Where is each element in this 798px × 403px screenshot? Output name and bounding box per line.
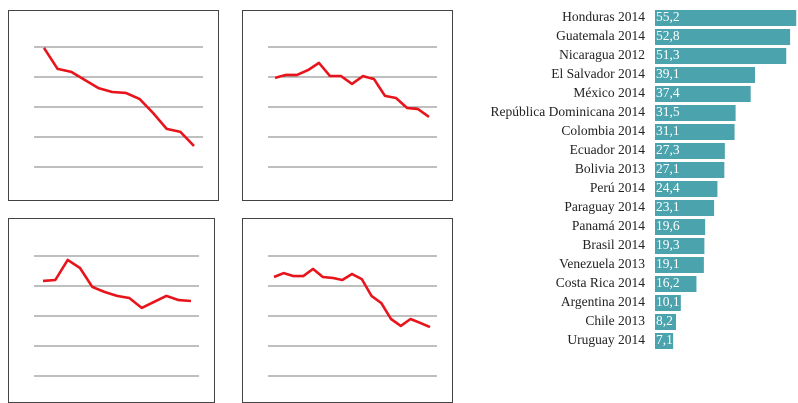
bar <box>655 181 718 197</box>
value-label: 24,4 <box>656 180 680 195</box>
value-label: 27,3 <box>656 142 680 157</box>
value-label: 55,2 <box>656 9 680 24</box>
category-label: Bolivia 2013 <box>575 161 645 176</box>
value-label: 7,1 <box>656 332 673 347</box>
category-label: Colombia 2014 <box>561 123 645 138</box>
bar <box>655 276 697 292</box>
category-label: Guatemala 2014 <box>556 28 645 43</box>
category-label: Panamá 2014 <box>572 218 645 233</box>
value-label: 19,3 <box>656 237 680 252</box>
panel-frame <box>8 218 215 403</box>
category-label: Argentina 2014 <box>561 294 645 309</box>
category-label: México 2014 <box>573 85 645 100</box>
bar <box>655 333 674 349</box>
category-label: Uruguay 2014 <box>567 332 645 347</box>
bar <box>655 143 725 159</box>
panel-frame <box>242 10 453 201</box>
value-label: 19,6 <box>656 218 680 233</box>
category-label: Brasil 2014 <box>582 237 645 252</box>
category-label: Costa Rica 2014 <box>556 275 645 290</box>
bar <box>655 86 751 102</box>
value-label: 27,1 <box>656 161 680 176</box>
category-label: Nicaragua 2012 <box>559 47 645 62</box>
bar <box>655 200 715 216</box>
category-label: Paraguay 2014 <box>564 199 645 214</box>
category-label: Chile 2013 <box>585 313 645 328</box>
category-label: El Salvador 2014 <box>551 66 645 81</box>
bar <box>655 105 736 121</box>
category-label: Honduras 2014 <box>562 9 645 24</box>
value-label: 10,1 <box>656 294 680 309</box>
bar <box>655 67 756 83</box>
value-label: 39,1 <box>656 66 680 81</box>
category-label: República Dominicana 2014 <box>491 104 646 119</box>
value-label: 31,5 <box>656 104 680 119</box>
panel-frame <box>242 218 453 403</box>
value-label: 19,1 <box>656 256 680 271</box>
panel-frame <box>8 10 219 201</box>
data-line <box>273 267 431 329</box>
bar <box>655 48 787 64</box>
value-label: 23,1 <box>656 199 680 214</box>
bar <box>655 124 735 140</box>
bar <box>655 314 676 330</box>
category-label: Perú 2014 <box>590 180 645 195</box>
value-label: 16,2 <box>656 275 680 290</box>
bar <box>655 162 725 178</box>
data-line <box>42 47 195 147</box>
category-label: Venezuela 2013 <box>559 256 645 271</box>
bar <box>655 295 681 311</box>
value-label: 31,1 <box>656 123 680 138</box>
bar <box>655 257 704 273</box>
value-label: 51,3 <box>656 47 680 62</box>
data-line <box>42 258 192 310</box>
bar <box>655 29 791 45</box>
value-label: 52,8 <box>656 28 680 43</box>
value-label: 8,2 <box>656 313 673 328</box>
category-label: Ecuador 2014 <box>570 142 646 157</box>
value-label: 37,4 <box>656 85 680 100</box>
data-line <box>274 61 430 118</box>
bar <box>655 219 706 235</box>
bar <box>655 238 705 254</box>
bar <box>655 10 797 26</box>
